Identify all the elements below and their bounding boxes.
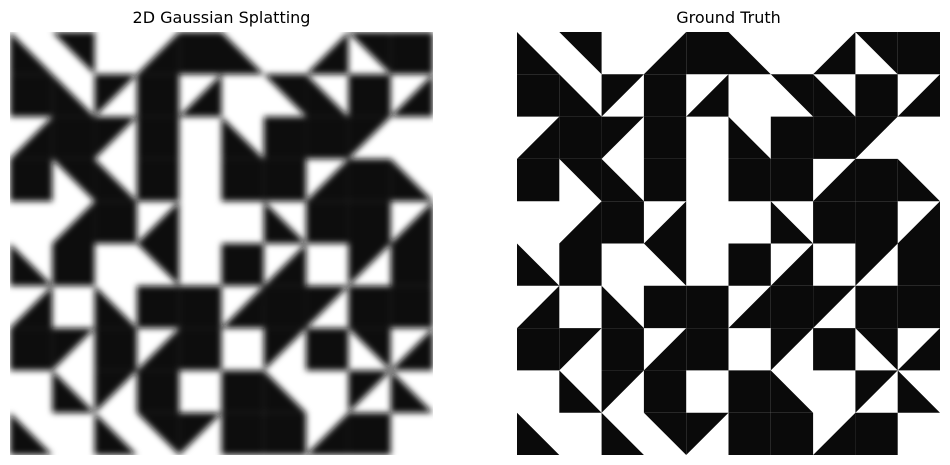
ground-truth-title: Ground Truth xyxy=(676,8,781,27)
reconstruction-image xyxy=(10,32,433,455)
ground-truth-image xyxy=(517,32,940,455)
reconstruction-title: 2D Gaussian Splatting xyxy=(132,8,311,27)
